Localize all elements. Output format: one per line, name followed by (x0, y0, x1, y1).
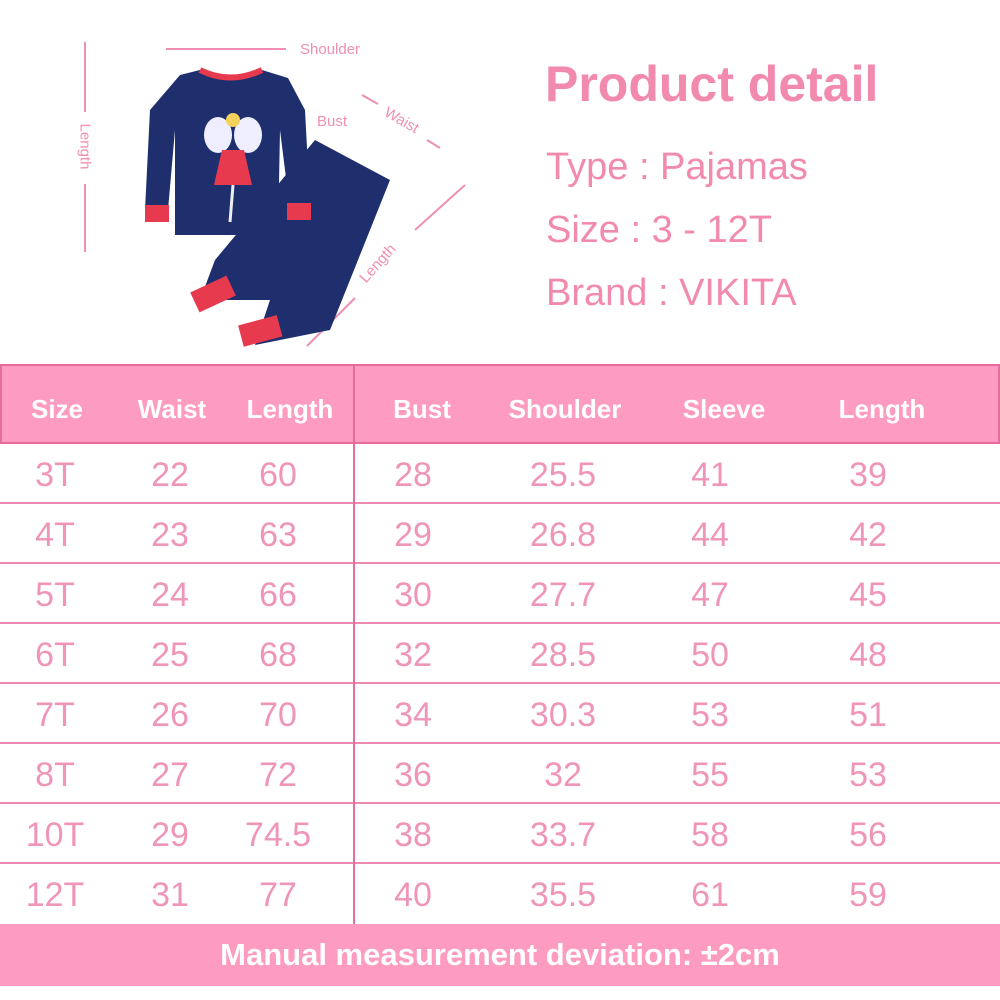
cell-top-length: 51 (849, 696, 887, 734)
cell-size: 8T (35, 756, 75, 794)
cell-waist: 25 (151, 636, 189, 674)
cell-top-length: 48 (849, 636, 887, 674)
cell-sleeve: 44 (691, 516, 729, 554)
cell-waist: 26 (151, 696, 189, 734)
cell-top-length: 42 (849, 516, 887, 554)
header-bust: Bust (393, 394, 451, 424)
cell-pants-length: 70 (259, 696, 297, 734)
cell-sleeve: 58 (691, 816, 729, 854)
shoulder-label: Shoulder (300, 41, 361, 58)
cell-top-length: 59 (849, 876, 887, 914)
cell-bust: 32 (394, 636, 432, 674)
brand-spec: Brand : VIKITA (546, 272, 797, 314)
cell-shoulder: 33.7 (529, 816, 597, 854)
cell-waist: 22 (151, 456, 189, 494)
header-pants-length: Length (246, 394, 334, 424)
bust-label: Bust (317, 113, 348, 130)
header-waist: Waist (137, 394, 207, 424)
header-shoulder: Shoulder (508, 394, 622, 424)
cell-size: 3T (35, 456, 75, 494)
cell-pants-length: 68 (259, 636, 297, 674)
cell-waist: 29 (151, 816, 189, 854)
cell-sleeve: 47 (691, 576, 729, 614)
cell-size: 6T (35, 636, 75, 674)
cell-shoulder: 32 (544, 756, 582, 794)
cell-shoulder: 35.5 (529, 876, 597, 914)
product-detail-title: Product detail (545, 56, 879, 112)
cell-sleeve: 61 (691, 876, 729, 914)
header-top-length: Length (838, 394, 926, 424)
cell-pants-length: 74.5 (244, 816, 312, 854)
cell-sleeve: 50 (691, 636, 729, 674)
size-chart-table: Size Waist Length Bust Shoulder Sleeve L… (0, 364, 1000, 924)
cell-sleeve: 41 (691, 456, 729, 494)
cell-waist: 23 (151, 516, 189, 554)
header-size: Size (30, 394, 84, 424)
cell-waist: 27 (151, 756, 189, 794)
cell-pants-length: 77 (259, 876, 297, 914)
cell-top-length: 53 (849, 756, 887, 794)
table-row: 12T 31 77 40 35.5 61 59 (0, 864, 1000, 924)
cell-size: 7T (35, 696, 75, 734)
cell-waist: 24 (151, 576, 189, 614)
cell-pants-length: 72 (259, 756, 297, 794)
cell-shoulder: 25.5 (529, 456, 597, 494)
table-row: 7T 26 70 34 30.3 53 51 (0, 684, 1000, 744)
cell-pants-length: 60 (259, 456, 297, 494)
cell-pants-length: 63 (259, 516, 297, 554)
table-row: 5T 24 66 30 27.7 47 45 (0, 564, 1000, 624)
header-sleeve: Sleeve (682, 394, 766, 424)
cell-size: 10T (25, 816, 85, 854)
size-spec: Size : 3 - 12T (546, 209, 772, 251)
top-length-label: Length (76, 123, 94, 170)
table-row: 10T 29 74.5 38 33.7 58 56 (0, 804, 1000, 864)
cell-top-length: 56 (849, 816, 887, 854)
measurement-note: Manual measurement deviation: ±2cm (0, 924, 1000, 986)
cell-shoulder: 27.7 (529, 576, 597, 614)
cell-shoulder: 26.8 (529, 516, 597, 554)
table-row: 3T 22 60 28 25.5 41 39 (0, 444, 1000, 504)
table-row: 4T 23 63 29 26.8 44 42 (0, 504, 1000, 564)
cell-size: 5T (35, 576, 75, 614)
cell-bust: 30 (394, 576, 432, 614)
table-row: 8T 27 72 36 32 55 53 (0, 744, 1000, 804)
cell-sleeve: 55 (691, 756, 729, 794)
table-header: Size Waist Length Bust Shoulder Sleeve L… (0, 364, 1000, 444)
cell-bust: 34 (394, 696, 432, 734)
type-spec: Type : Pajamas (546, 146, 808, 188)
cell-bust: 40 (394, 876, 432, 914)
cell-pants-length: 66 (259, 576, 297, 614)
pajama-illustration (84, 42, 466, 347)
cell-bust: 38 (394, 816, 432, 854)
cell-waist: 31 (151, 876, 189, 914)
cell-top-length: 39 (849, 456, 887, 494)
column-divider (353, 364, 355, 924)
table-row: 6T 25 68 32 28.5 50 48 (0, 624, 1000, 684)
cell-sleeve: 53 (691, 696, 729, 734)
cell-size: 4T (35, 516, 75, 554)
cell-shoulder: 28.5 (529, 636, 597, 674)
cell-shoulder: 30.3 (529, 696, 597, 734)
cell-size: 12T (25, 876, 85, 914)
cell-bust: 36 (394, 756, 432, 794)
cell-bust: 29 (394, 516, 432, 554)
cell-bust: 28 (394, 456, 432, 494)
cell-top-length: 45 (849, 576, 887, 614)
